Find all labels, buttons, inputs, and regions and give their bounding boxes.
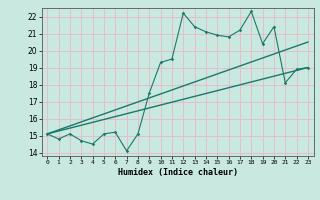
X-axis label: Humidex (Indice chaleur): Humidex (Indice chaleur): [118, 168, 237, 177]
